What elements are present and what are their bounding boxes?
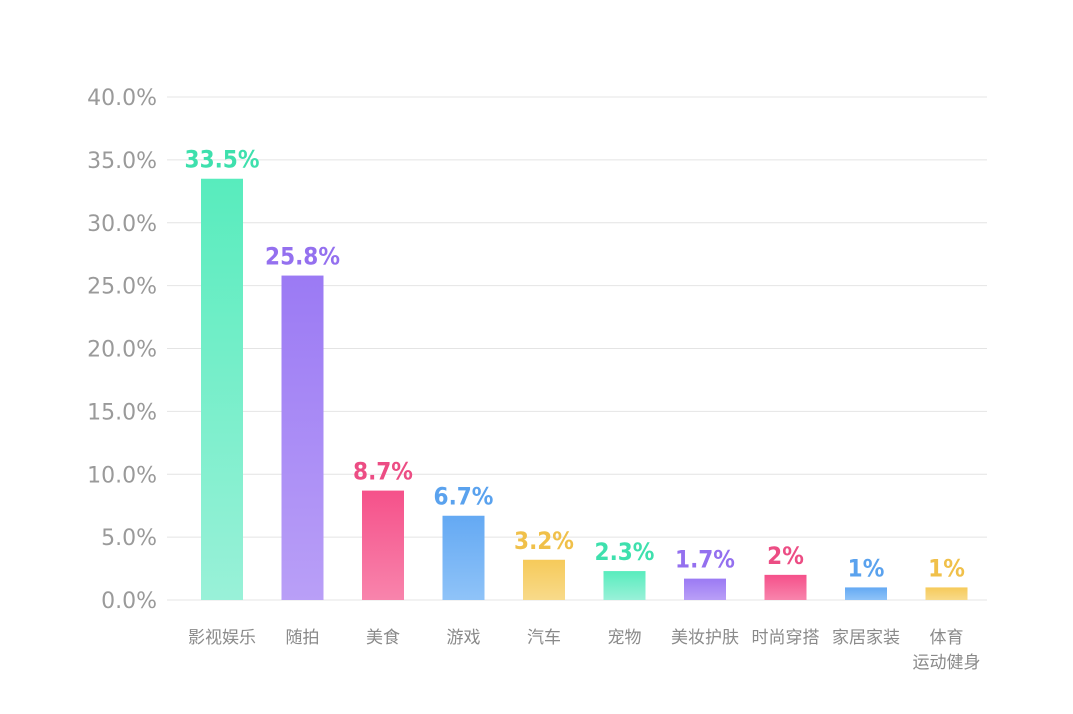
data-labels: 33.5% 25.8% 8.7% 6.7% 3.2% 2.3% 1.7% 2% 1% 1% (185, 146, 965, 583)
bar (281, 275, 324, 600)
x-tick-label: 随拍 (286, 628, 320, 648)
bar (201, 178, 243, 601)
bars (201, 178, 968, 601)
x-tick-label: 家居家装 (832, 628, 900, 648)
x-tick-label: 汽车 (527, 628, 561, 648)
x-tick-label: 美妆护肤 (671, 628, 739, 648)
data-label: 25.8% (265, 243, 340, 271)
x-tick-label: 运动健身 (913, 653, 981, 673)
data-label: 1.7% (675, 546, 735, 574)
y-tick-label: 20.0% (87, 338, 157, 363)
x-tick-label: 时尚穿搭 (752, 628, 820, 648)
y-tick-label: 0.0% (101, 589, 157, 614)
x-tick-label: 影视娱乐 (188, 628, 256, 648)
y-tick-label: 35.0% (87, 149, 157, 174)
bar (684, 578, 726, 600)
y-tick-label: 15.0% (87, 400, 157, 425)
data-label: 2% (767, 542, 804, 570)
data-label: 1% (928, 554, 965, 582)
y-axis-ticks: 0.0% 5.0% 10.0% 15.0% 20.0% 25.0% 30.0% 35.0% 40… (87, 86, 157, 614)
y-tick-label: 5.0% (101, 526, 157, 551)
y-tick-label: 25.0% (87, 275, 157, 300)
data-label: 8.7% (353, 458, 413, 486)
data-label: 2.3% (595, 538, 655, 566)
data-label: 6.7% (434, 483, 494, 511)
x-tick-label: 美食 (366, 628, 400, 648)
data-label: 33.5% (185, 146, 260, 174)
x-tick-label: 游戏 (447, 628, 481, 648)
bar (442, 515, 485, 600)
x-tick-label: 宠物 (608, 628, 642, 648)
bar (925, 587, 968, 600)
y-tick-label: 40.0% (87, 86, 157, 111)
data-label: 1% (848, 554, 885, 582)
bar (764, 574, 807, 600)
bar (523, 559, 565, 600)
data-label: 3.2% (514, 527, 574, 555)
y-tick-label: 30.0% (87, 212, 157, 237)
x-tick-label: 体育 (930, 628, 964, 648)
y-tick-label: 10.0% (87, 463, 157, 488)
bar (362, 490, 404, 600)
bar (603, 571, 646, 600)
bar (845, 587, 887, 600)
